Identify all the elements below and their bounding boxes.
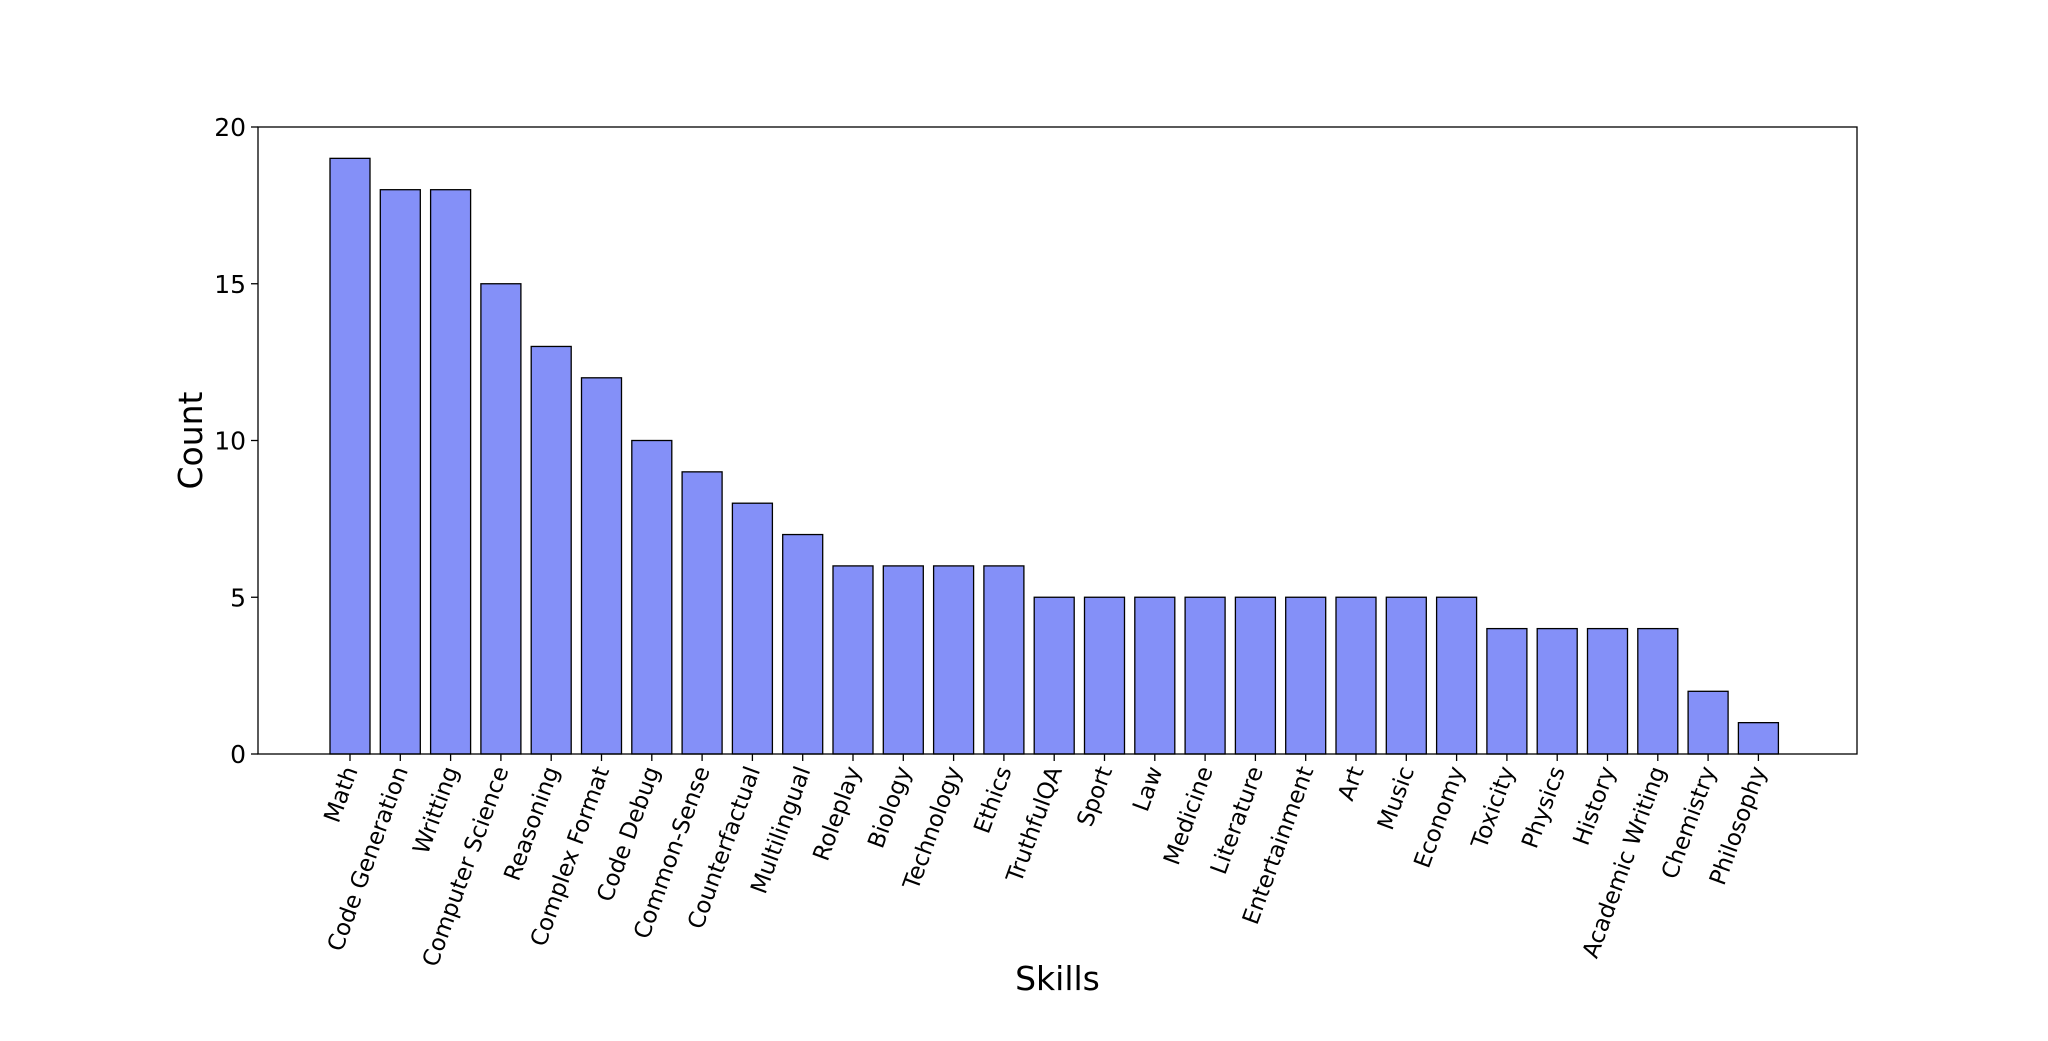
x-axis-title: Skills [1015, 959, 1100, 998]
bar-entertainment [1285, 596, 1327, 755]
bar-truthfulqa [1033, 596, 1075, 755]
bar-math [329, 157, 371, 755]
y-axis: 0 5 10 15 20 [214, 113, 258, 769]
bar-music [1385, 596, 1427, 755]
bar-chemistry [1687, 690, 1729, 755]
bar-literature [1234, 596, 1277, 755]
bar-complex-format [580, 377, 623, 755]
bar-code-debug [631, 439, 673, 755]
y-axis-title: Count [171, 391, 210, 489]
bar-reasoning [530, 345, 572, 755]
bar-common-sense [681, 471, 723, 755]
bar-physics [1536, 627, 1578, 755]
bar-art [1335, 596, 1377, 755]
bar-economy [1435, 596, 1478, 755]
bar-philosophy [1737, 722, 1780, 755]
bar-biology [882, 565, 924, 755]
y-tick-label: 5 [230, 583, 246, 612]
y-tick-label: 15 [214, 270, 246, 299]
bars-group [329, 157, 1780, 755]
y-tick-label: 10 [214, 427, 246, 456]
bar-ethics [983, 565, 1025, 755]
bar-history [1586, 627, 1629, 755]
bar-multilingual [782, 533, 824, 755]
y-tick-label: 0 [230, 740, 246, 769]
bar-computer-science [480, 283, 522, 755]
bar-roleplay [832, 565, 874, 755]
bar-counterfactual [731, 502, 774, 755]
bar-law [1134, 596, 1176, 755]
bar-writting [429, 189, 472, 755]
bar-toxicity [1486, 627, 1528, 755]
y-tick-label: 20 [214, 113, 246, 142]
bar-technology [932, 565, 975, 755]
bar-academic-writing [1637, 627, 1679, 755]
bar-medicine [1184, 596, 1226, 755]
bar-code-generation [379, 189, 421, 755]
bar-sport [1083, 596, 1126, 755]
